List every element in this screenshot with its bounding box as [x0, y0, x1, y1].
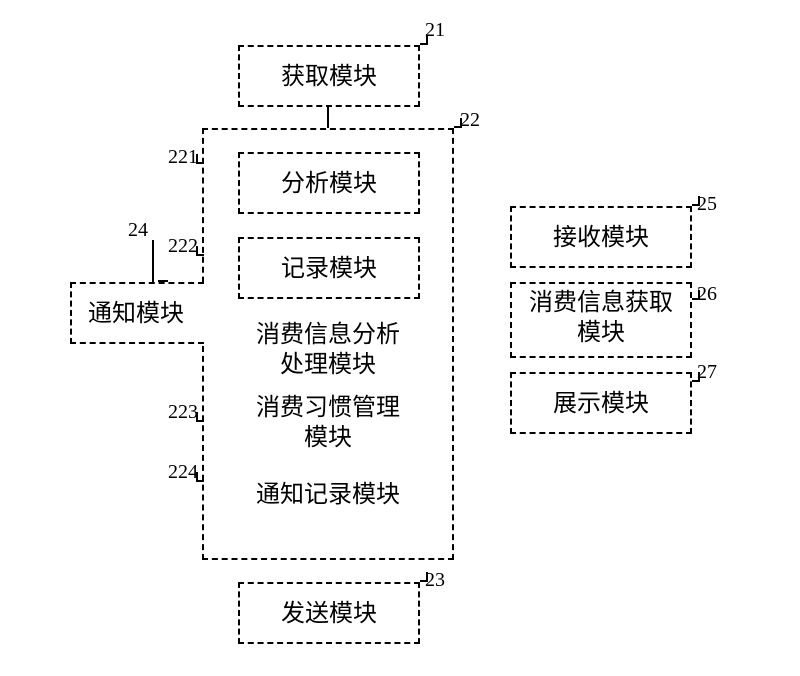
leader-24a: [158, 280, 168, 282]
node-26-label: 消费信息获取 模块: [510, 288, 692, 348]
node-23-label: 发送模块: [238, 599, 420, 629]
node-221-label: 分析模块: [238, 169, 420, 199]
leader-25b: [698, 196, 700, 206]
tag-24: 24: [128, 218, 148, 243]
leader-224b: [196, 472, 198, 482]
tag-223: 223: [168, 400, 198, 425]
node-27-label: 展示模块: [510, 389, 692, 419]
leader-26b: [698, 290, 700, 300]
tag-224: 224: [168, 460, 198, 485]
node-24-label: 通知模块: [70, 299, 202, 329]
leader-223b: [196, 412, 198, 422]
leader-22b: [460, 118, 462, 128]
leader-23b: [426, 572, 428, 582]
tag-23: 23: [425, 568, 445, 593]
leader-24b: [152, 240, 154, 282]
leader-21b: [426, 35, 428, 45]
node-222-label: 记录模块: [238, 254, 420, 284]
leader-221b: [196, 154, 198, 164]
connector-21-22: [327, 107, 329, 128]
node-223-label: 消费习惯管理 模块: [226, 393, 430, 453]
tag-26: 26: [697, 282, 717, 307]
tag-22: 22: [460, 108, 480, 133]
tag-21: 21: [425, 18, 445, 43]
leader-222b: [196, 246, 198, 256]
tag-25: 25: [697, 192, 717, 217]
tag-27: 27: [697, 360, 717, 385]
node-22a-label: 消费信息分析 处理模块: [226, 320, 430, 380]
tag-222: 222: [168, 234, 198, 259]
leader-27b: [698, 372, 700, 382]
diagram-canvas: 获取模块 21 22 分析模块 221 记录模块 222 消费信息分析 处理模块…: [0, 0, 800, 676]
node-224-label: 通知记录模块: [226, 480, 430, 510]
node-25-label: 接收模块: [510, 223, 692, 253]
tag-221: 221: [168, 145, 198, 170]
node-21-label: 获取模块: [238, 62, 420, 92]
